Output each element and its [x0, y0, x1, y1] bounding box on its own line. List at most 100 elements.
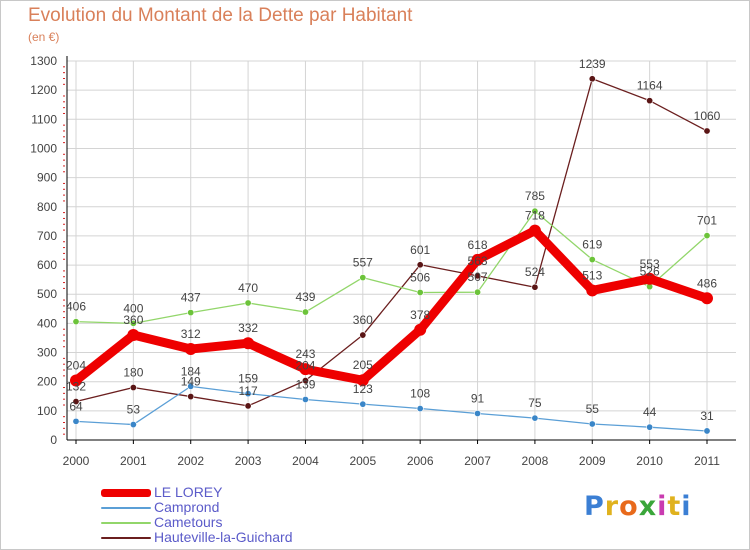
- data-point-cametours: [129, 319, 137, 327]
- data-point-le-lorey: [127, 329, 140, 342]
- data-label-le-lorey: 204: [66, 359, 86, 373]
- y-tick-label: 400: [37, 316, 57, 330]
- logo-letter: o: [619, 491, 639, 522]
- data-label-hauteville-la-guichard: 1164: [637, 79, 663, 93]
- y-minor-tick: [63, 107, 65, 109]
- y-minor-tick: [63, 101, 65, 103]
- x-tick-label: 2004: [292, 454, 319, 468]
- data-label-cametours: 400: [123, 301, 143, 315]
- logo-letter: x: [638, 491, 658, 522]
- legend-item-camprond[interactable]: Camprond: [101, 500, 293, 515]
- legend-swatch-cametours: [101, 521, 151, 524]
- data-point-cametours: [359, 274, 367, 282]
- legend-label: Camprond: [154, 499, 220, 515]
- y-minor-tick: [63, 398, 65, 400]
- y-minor-tick: [63, 142, 65, 144]
- data-label-camprond: 123: [353, 382, 373, 396]
- y-minor-tick: [63, 392, 65, 394]
- data-label-hauteville-la-guichard: 563: [468, 254, 488, 268]
- data-point-le-lorey: [356, 374, 369, 387]
- x-tick-label: 2002: [177, 454, 204, 468]
- data-point-le-lorey: [643, 272, 656, 285]
- legend-swatch-le-lorey: [101, 488, 151, 497]
- data-point-le-lorey: [242, 337, 255, 350]
- y-minor-tick: [63, 188, 65, 190]
- data-label-hauteville-la-guichard: 1239: [579, 57, 606, 71]
- data-label-camprond: 75: [528, 396, 542, 410]
- data-label-camprond: 53: [127, 403, 141, 417]
- legend-label: Hauteville-la-Guichard: [154, 529, 293, 545]
- data-label-cametours: 785: [525, 189, 545, 203]
- data-label-cametours: 557: [353, 256, 373, 270]
- data-point-cametours: [531, 207, 539, 215]
- data-label-cametours: 439: [295, 290, 315, 304]
- y-minor-tick: [63, 363, 65, 365]
- data-point-le-lorey: [299, 363, 312, 376]
- data-point-le-lorey: [586, 284, 599, 297]
- data-label-cametours: 470: [238, 281, 258, 295]
- x-tick-label: 2003: [235, 454, 262, 468]
- data-label-camprond: 55: [586, 402, 600, 416]
- y-minor-tick: [63, 416, 65, 418]
- legend-item-le-lorey[interactable]: LE LOREY: [101, 485, 293, 500]
- data-point-hauteville-la-guichard: [129, 384, 137, 392]
- data-point-le-lorey: [414, 323, 427, 336]
- y-minor-tick: [63, 422, 65, 424]
- y-minor-tick: [63, 252, 65, 254]
- data-point-le-lorey: [70, 374, 82, 387]
- y-tick-label: 600: [37, 258, 57, 272]
- data-point-cametours: [187, 309, 195, 317]
- y-minor-tick: [63, 334, 65, 336]
- data-point-hauteville-la-guichard: [301, 377, 309, 385]
- y-minor-tick: [63, 217, 65, 219]
- data-point-hauteville-la-guichard: [703, 127, 711, 135]
- y-minor-tick: [63, 346, 65, 348]
- data-label-hauteville-la-guichard: 204: [295, 359, 315, 373]
- data-label-le-lorey: 618: [468, 238, 488, 252]
- data-label-cametours: 406: [66, 300, 86, 314]
- y-tick-label: 1100: [31, 112, 57, 126]
- y-minor-tick: [63, 200, 65, 202]
- y-minor-tick: [63, 66, 65, 68]
- data-point-hauteville-la-guichard: [474, 272, 482, 280]
- data-label-le-lorey: 332: [238, 321, 258, 335]
- data-point-hauteville-la-guichard: [416, 261, 424, 269]
- y-tick-label: 200: [37, 375, 57, 389]
- data-label-hauteville-la-guichard: 360: [353, 313, 373, 327]
- y-minor-tick: [63, 159, 65, 161]
- legend: LE LOREY Camprond Cametours Hauteville-l…: [101, 485, 293, 545]
- y-minor-tick: [63, 369, 65, 371]
- series-line-cametours: [75, 210, 708, 325]
- y-minor-tick: [63, 287, 65, 289]
- data-point-le-lorey: [701, 292, 713, 305]
- y-minor-tick: [63, 112, 65, 114]
- y-tick-label: 1000: [30, 141, 57, 155]
- y-minor-tick: [63, 124, 65, 126]
- data-label-hauteville-la-guichard: 524: [525, 265, 545, 279]
- data-point-camprond: [187, 382, 195, 390]
- data-point-hauteville-la-guichard: [646, 97, 654, 105]
- y-tick-label: 1200: [30, 83, 57, 97]
- y-minor-tick: [63, 247, 65, 249]
- legend-label: Cametours: [154, 514, 223, 530]
- data-label-le-lorey: 378: [410, 308, 430, 322]
- legend-item-cametours[interactable]: Cametours: [101, 515, 293, 530]
- data-point-camprond: [531, 414, 539, 422]
- y-minor-tick: [63, 433, 65, 435]
- y-minor-tick: [63, 387, 65, 389]
- legend-item-hauteville[interactable]: Hauteville-la-Guichard: [101, 530, 293, 545]
- y-minor-tick: [63, 229, 65, 231]
- x-tick-label: 2006: [407, 454, 434, 468]
- y-minor-tick: [63, 276, 65, 278]
- data-label-hauteville-la-guichard: 180: [123, 366, 143, 380]
- data-label-cametours: 526: [640, 265, 660, 279]
- data-label-cametours: 619: [582, 238, 602, 252]
- x-tick-label: 2007: [464, 454, 491, 468]
- data-point-le-lorey: [528, 224, 541, 237]
- x-tick-label: 2000: [63, 454, 90, 468]
- data-point-cametours: [416, 288, 424, 296]
- data-label-hauteville-la-guichard: 1060: [694, 109, 721, 123]
- data-point-cametours: [588, 256, 596, 264]
